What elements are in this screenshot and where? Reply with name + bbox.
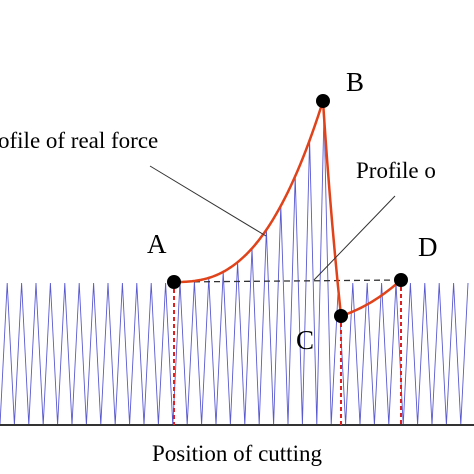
point — [167, 275, 181, 289]
annotation: ofile of real force — [0, 128, 158, 153]
real-force-curve — [321, 100, 402, 318]
point-label: B — [346, 67, 364, 97]
point — [394, 273, 408, 287]
cutting-zigzag — [0, 112, 469, 426]
point-label: C — [296, 325, 314, 355]
annotation: Profile o — [356, 158, 436, 183]
leader-line — [313, 195, 396, 281]
zigzag-line — [0, 112, 469, 426]
drop-lines — [173, 280, 402, 425]
point-label: D — [418, 232, 438, 262]
average-line — [173, 279, 402, 283]
points — [167, 94, 408, 323]
real-force-curve — [174, 100, 325, 284]
leader-line — [149, 165, 267, 237]
point — [316, 94, 330, 108]
point-label: A — [147, 229, 167, 259]
point — [334, 309, 348, 323]
axis-label: Position of cutting — [152, 441, 322, 466]
